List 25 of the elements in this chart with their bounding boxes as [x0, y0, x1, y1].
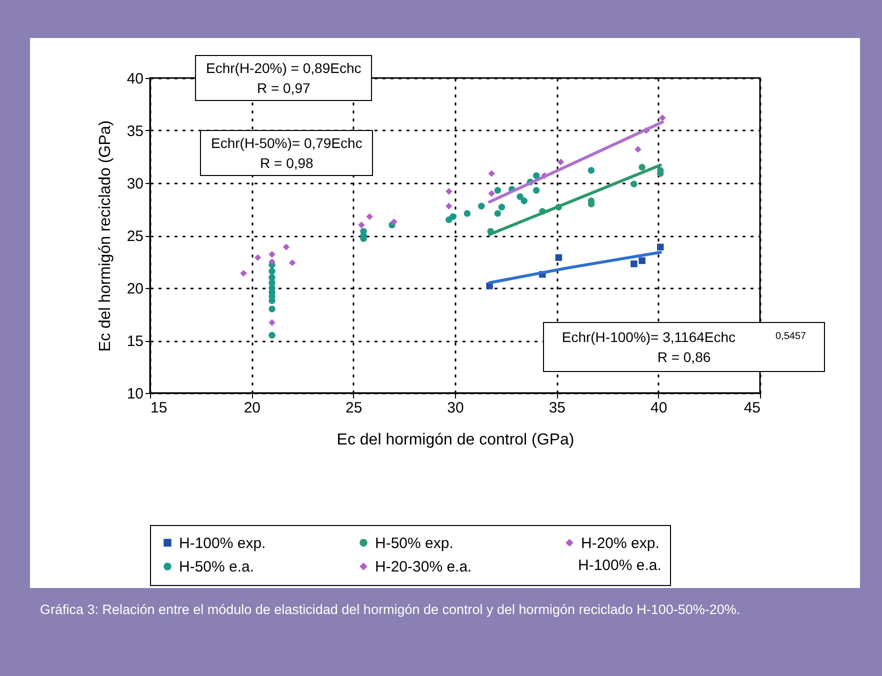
y-tick-label: 15: [126, 333, 144, 350]
y-tick-label: 10: [126, 386, 144, 402]
annotation: Echr(H-50%)= 0,79Echc R = 0,98: [200, 130, 374, 176]
y-tick-label: 20: [126, 280, 144, 298]
legend-label: H-100% exp.: [179, 534, 266, 552]
x-tick-label: 20: [244, 400, 261, 416]
x-axis-title: Ec del hormigón de control (GPa): [336, 432, 574, 448]
x-tick-label: 45: [744, 400, 760, 416]
y-tick-label: 30: [126, 176, 144, 192]
x-tick-label: 35: [548, 400, 566, 416]
x-tick-label: 40: [650, 400, 668, 416]
legend-label: H-50% exp.: [375, 534, 454, 552]
legend-label: H-20% exp.: [581, 534, 660, 552]
y-tick-label: 25: [126, 228, 144, 245]
legend-label: H-20-30% e.a.: [375, 558, 472, 576]
x-tick-label: 30: [447, 400, 464, 416]
x-tick-label: 15: [150, 400, 168, 416]
y-axis-title: Ec del hormigón reciclado (GPa): [96, 120, 114, 352]
y-tick-label: 40: [126, 70, 144, 88]
text: H-100% e.a.: [578, 556, 662, 576]
y-tick-label: 35: [126, 123, 144, 140]
x-tick-label: 25: [345, 400, 362, 416]
text: Gráfica 3: Relación entre el módulo de elasticidad del hormigón de control y del hormigón reciclado H-100-50%-20%.: [40, 601, 742, 619]
legend-label: H-50% e.a.: [179, 558, 254, 576]
annotation: Echr(H-20%) = 0,89Echc R = 0,97: [195, 55, 372, 101]
